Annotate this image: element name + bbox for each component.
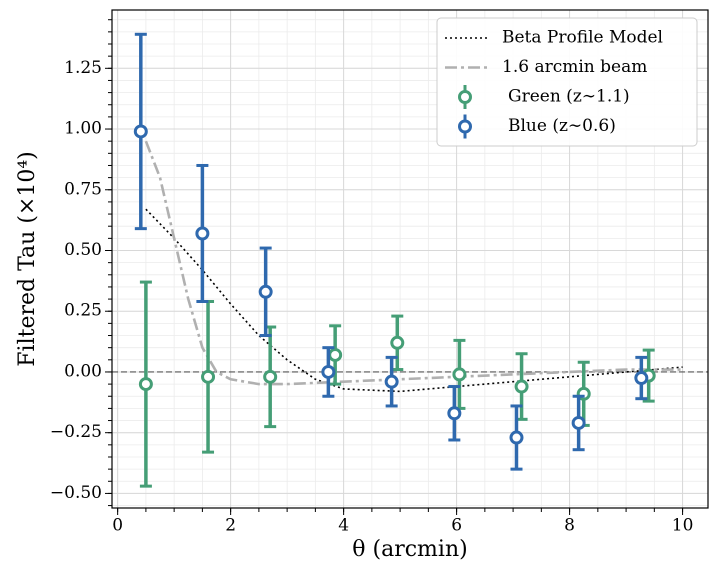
marker (263, 369, 278, 384)
error-point (321, 346, 336, 398)
y-tick-label: 0.00 (64, 361, 102, 381)
x-tick-label: 8 (564, 516, 575, 536)
error-point (201, 300, 216, 454)
marker (634, 371, 649, 386)
error-point (447, 385, 462, 442)
marker (384, 374, 399, 389)
x-tick-label: 4 (338, 516, 349, 536)
error-point (133, 32, 148, 231)
model-line (145, 208, 683, 393)
error-point (509, 404, 524, 471)
legend-label: 1.6 arcmin beam (502, 57, 647, 77)
marker (201, 369, 216, 384)
marker (571, 415, 586, 430)
marker (195, 226, 210, 241)
y-axis-label: Filtered Tau (×10⁴) (15, 151, 40, 366)
marker (509, 430, 524, 445)
legend-swatch (458, 90, 472, 104)
legend-box (436, 17, 698, 147)
y-tick-label: 1.00 (64, 119, 102, 139)
legend: Beta Profile Model 1.6 arcmin beam Green (… (436, 17, 698, 147)
marker (138, 377, 153, 392)
axes-frame (111, 9, 709, 509)
legend-label: Beta Profile Model (502, 28, 663, 48)
y-tick-label: −0.25 (50, 422, 102, 442)
x-tick-label: 2 (225, 516, 236, 536)
error-point (384, 355, 399, 408)
error-point (571, 394, 586, 452)
y-tick-label: −0.50 (50, 483, 102, 503)
legend-label: Blue (z∼0.6) (508, 116, 616, 136)
error-point (634, 355, 649, 401)
legend-swatch (458, 119, 472, 134)
error-point (576, 360, 591, 427)
marker (258, 284, 273, 299)
model-line (144, 140, 683, 386)
marker (328, 347, 343, 362)
legend-label: Green (z∼1.1) (508, 87, 630, 107)
error-point (258, 246, 273, 338)
marker (390, 335, 405, 350)
x-tick-label: 0 (112, 516, 123, 536)
x-tick-label: 10 (672, 516, 694, 536)
error-point (263, 325, 278, 429)
y-tick-label: 0.25 (64, 301, 102, 321)
marker (514, 379, 529, 394)
marker (133, 124, 148, 139)
error-point (138, 280, 153, 488)
error-point (328, 324, 343, 386)
x-tick-label: 6 (451, 516, 462, 536)
marker (321, 364, 336, 379)
error-point (195, 163, 210, 304)
x-axis-label: θ (arcmin) (352, 537, 467, 562)
error-point (390, 314, 405, 372)
marker (452, 367, 467, 382)
y-tick-label: 0.50 (64, 240, 102, 260)
marker (447, 406, 462, 421)
y-tick-label: 0.75 (64, 179, 102, 199)
y-tick-label: 1.25 (64, 58, 102, 78)
